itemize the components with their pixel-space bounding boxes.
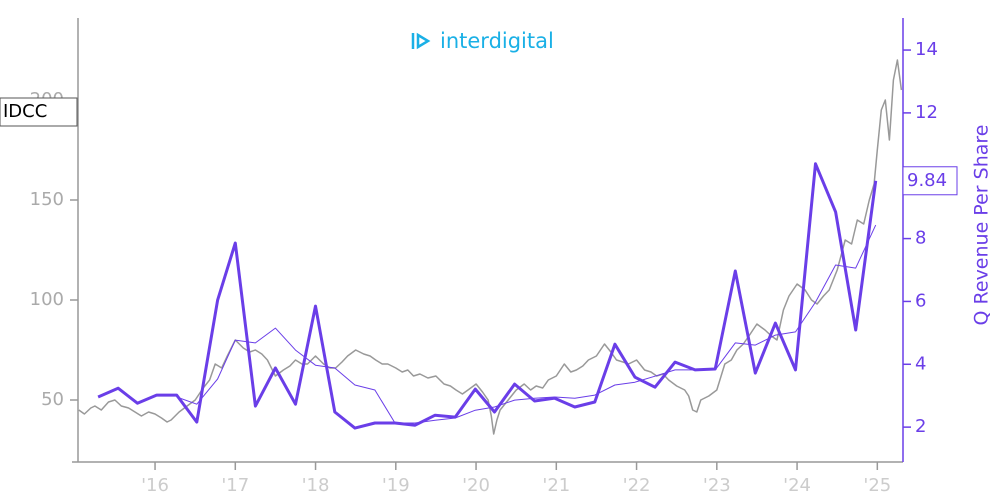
y-tick-label: 150	[30, 189, 64, 210]
y2-tick-label: 4	[915, 353, 926, 374]
x-tick-label: '24	[783, 475, 811, 496]
y2-axis-title: Q Revenue Per Share	[971, 125, 993, 326]
x-tick-label: '25	[863, 475, 891, 496]
series-line	[176, 224, 877, 424]
y2-tick-label: 6	[915, 290, 926, 311]
x-tick-label: '21	[542, 475, 570, 496]
x-tick-label: '23	[703, 475, 731, 496]
y2-tick-label: 14	[915, 39, 938, 60]
series-label: IDCC	[3, 101, 47, 122]
x-tick-label: '17	[221, 475, 249, 496]
x-tick-label: '22	[623, 475, 651, 496]
logo-icon	[411, 32, 431, 50]
value-label-box	[902, 166, 958, 196]
y2-tick-label: 8	[915, 228, 926, 249]
value-label: 9.84	[907, 170, 947, 191]
series-label-box	[0, 97, 78, 127]
x-tick-label: '19	[382, 475, 410, 496]
y2-tick-label: 12	[915, 102, 938, 123]
series-line	[97, 162, 878, 430]
y-tick-label: 100	[30, 289, 64, 310]
x-tick-label: '16	[141, 475, 169, 496]
y2-tick-label: 2	[915, 416, 926, 437]
y-tick-label: 50	[41, 389, 64, 410]
logo-text: interdigital	[440, 29, 554, 53]
series-line	[78, 59, 903, 435]
logo: interdigital	[411, 29, 554, 53]
x-tick-label: '18	[302, 475, 330, 496]
x-tick-label: '20	[462, 475, 490, 496]
